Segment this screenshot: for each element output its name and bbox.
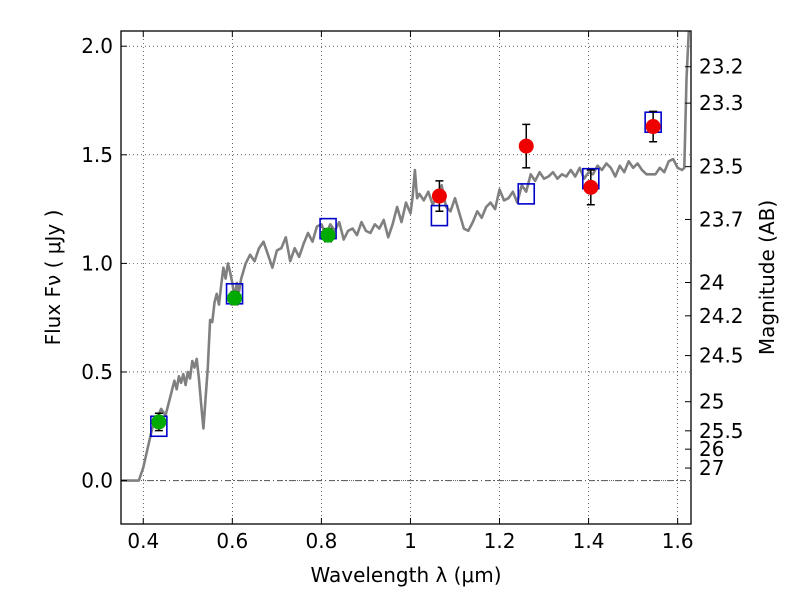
- x-tick-label: 0.4: [127, 529, 159, 553]
- y-axis-title: Flux Fν ( μJy ): [41, 210, 65, 346]
- flux-point: [431, 188, 447, 204]
- magnitude-tick-label: 24.5: [699, 344, 744, 368]
- flux-point: [151, 414, 167, 430]
- magnitude-tick-label: 25.5: [699, 419, 744, 443]
- magnitude-axis-title: Magnitude (AB): [755, 200, 779, 355]
- magnitude-tick-label: 27: [699, 456, 724, 480]
- y-tick-label: 2.0: [81, 34, 113, 58]
- magnitude-tick-label: 24: [699, 270, 724, 294]
- flux-point: [518, 138, 534, 154]
- x-tick-label: 1.4: [573, 529, 605, 553]
- magnitude-tick-label: 23.7: [699, 207, 744, 231]
- magnitude-tick-label: 23.3: [699, 91, 744, 115]
- y-tick-label: 1.5: [81, 143, 113, 167]
- x-tick-label: 0.8: [305, 529, 337, 553]
- y-tick-label: 0.0: [81, 469, 113, 493]
- magnitude-tick-label: 23.5: [699, 155, 744, 179]
- plot-frame: [120, 30, 692, 525]
- flux-point: [583, 179, 599, 195]
- magnitude-tick-label: 23.2: [699, 55, 744, 79]
- magnitude-tick-label: 26: [699, 437, 724, 461]
- model-flux-square: [517, 183, 536, 205]
- magnitude-tick-label: 24.2: [699, 304, 744, 328]
- flux-point: [227, 290, 243, 306]
- axis-ticks: 0.4 0.6 0.8 1 1.2 1.4 1.6 0.0 0.5 1.0 1.5 2.0 23.2 23…: [81, 31, 744, 553]
- flux-point: [645, 119, 661, 135]
- flux-point: [320, 227, 336, 243]
- y-tick-label: 1.0: [81, 251, 113, 275]
- model-spectrum: [121, 30, 691, 482]
- x-tick-label: 1.2: [484, 529, 516, 553]
- observed-photometry-points: [151, 110, 661, 432]
- x-axis-title: Wavelength λ (μm): [310, 563, 501, 587]
- spectrum-line: [121, 30, 691, 482]
- y-tick-label: 0.5: [81, 360, 113, 384]
- x-tick-label: 1.6: [662, 529, 694, 553]
- x-tick-label: 1: [404, 529, 417, 553]
- grid: [121, 31, 691, 524]
- x-tick-label: 0.6: [216, 529, 248, 553]
- magnitude-tick-label: 25: [699, 390, 724, 414]
